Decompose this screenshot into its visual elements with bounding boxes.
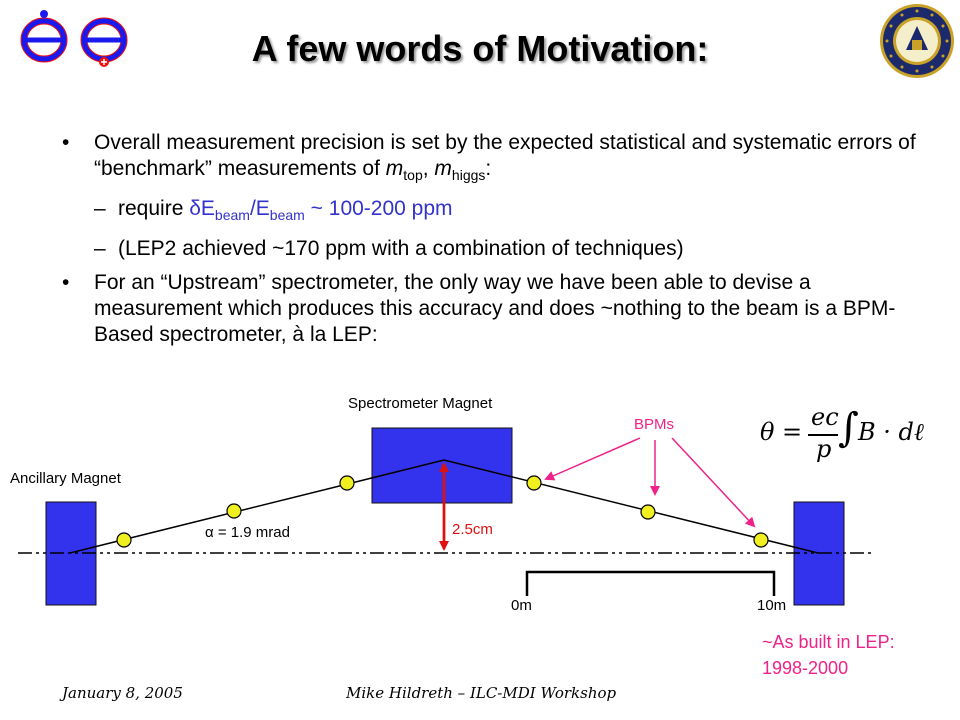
lep-note-years: 1998-2000 <box>762 658 849 678</box>
bullet-list: • Overall measurement precision is set b… <box>62 130 922 356</box>
bullet-precision: • Overall measurement precision is set b… <box>62 130 922 188</box>
mass-subscript-higgs: higgs <box>451 167 486 184</box>
slide-title: A few words of Motivation: <box>251 28 709 69</box>
subbullet-requirement: – require δEbeam/Ebeam ~ 100-200 ppm <box>62 196 922 228</box>
bpm-pointer-arrow <box>544 437 641 481</box>
integrand: B · dℓ <box>858 418 924 446</box>
formula-numerator: ec <box>811 403 839 431</box>
mass-subscript-top: top <box>403 167 423 184</box>
bullet-upstream: • For an “Upstream” spectrometer, the on… <box>62 270 922 348</box>
scale-label-10m: 10m <box>757 597 787 614</box>
ancillary-magnet-label: Ancillary Magnet <box>10 470 121 487</box>
separator: , <box>422 157 435 180</box>
bpm-3 <box>339 475 355 491</box>
ee-collider-logo <box>20 10 128 67</box>
bpm-5 <box>640 504 656 520</box>
bullet-text: Overall measurement precision is set by … <box>94 131 916 180</box>
bpm-pointer-arrow <box>671 437 756 528</box>
footer-presenter: Mike Hildreth – ILC-MDI Workshop <box>346 684 617 702</box>
footer-date: January 8, 2005 <box>62 684 183 702</box>
alpha-angle-label: α = 1.9 mrad <box>205 524 290 541</box>
lep-note-line: ~As built in LEP: <box>762 632 895 652</box>
subbullet-dash: – <box>94 197 106 221</box>
delta-symbol: δ <box>189 197 201 221</box>
subbullet-text: require <box>118 197 190 221</box>
bullet-text: For an “Upstream” spectrometer, the only… <box>94 271 896 347</box>
bpm-1 <box>116 532 132 548</box>
subbullet-text: (LEP2 achieved ~170 ppm with a combinati… <box>118 237 684 261</box>
mass-symbol: m <box>434 157 452 180</box>
energy-subscript: beam <box>269 207 305 224</box>
scale-bar <box>525 570 776 596</box>
formula-denominator: p <box>816 435 832 463</box>
subbullet-lep2: – (LEP2 achieved ~170 ppm with a combina… <box>62 236 922 262</box>
spectrometer-magnet-label: Spectrometer Magnet <box>348 395 493 412</box>
equals-sign: = <box>782 418 803 446</box>
subbullet-dash: – <box>94 237 106 261</box>
spectrometer-diagram <box>18 427 872 606</box>
bending-angle-formula: θ = ec p ∫ B · dℓ <box>736 403 936 465</box>
energy-symbol-denominator: /E <box>249 197 270 221</box>
theta-symbol: θ <box>760 418 775 446</box>
scale-label-0m: 0m <box>511 597 532 614</box>
bullet-dot: • <box>62 131 70 154</box>
mass-symbol: m <box>385 157 404 180</box>
ppm-requirement: ~ 100-200 ppm <box>304 197 453 221</box>
bpm-6 <box>753 532 769 548</box>
offset-label: 2.5cm <box>452 521 493 538</box>
energy-subscript: beam <box>214 207 250 224</box>
bpm-2 <box>226 503 242 519</box>
bpm-4 <box>526 475 542 491</box>
colon: : <box>485 157 492 180</box>
fraction-bar <box>808 434 838 436</box>
lep-note: ~As built in LEP: 1998-2000 <box>762 629 895 681</box>
bpms-label: BPMs <box>634 416 675 433</box>
university-seal-logo <box>880 4 954 78</box>
spectrometer-magnet <box>371 427 513 504</box>
beam-trajectory <box>69 459 819 554</box>
energy-symbol: E <box>200 197 215 221</box>
integral-sign: ∫ <box>838 405 859 451</box>
bullet-dot: • <box>62 271 70 295</box>
